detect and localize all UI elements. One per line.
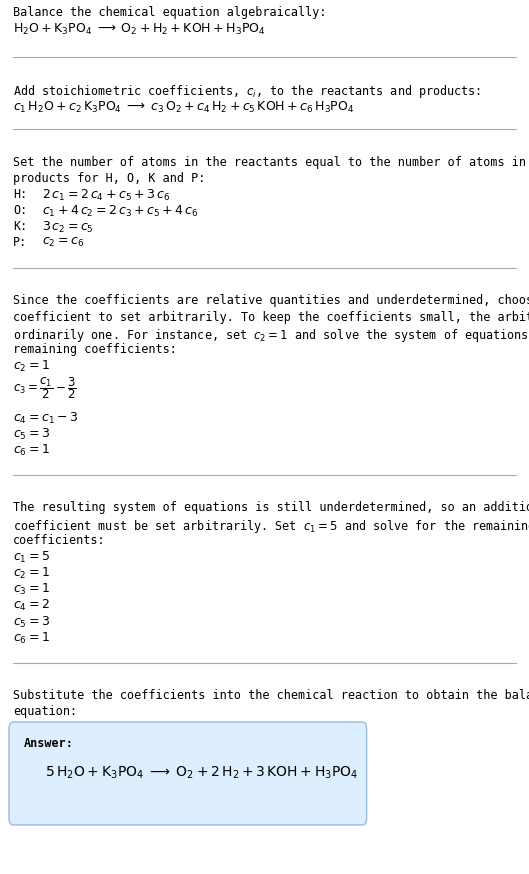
- Text: Balance the chemical equation algebraically:: Balance the chemical equation algebraica…: [13, 6, 327, 19]
- Text: $c_1\,\mathrm{H_2O} + c_2\,\mathrm{K_3PO_4} \;\longrightarrow\; c_3\,\mathrm{O_2: $c_1\,\mathrm{H_2O} + c_2\,\mathrm{K_3PO…: [13, 100, 354, 114]
- Text: O:: O:: [13, 204, 28, 217]
- Text: equation:: equation:: [13, 705, 77, 718]
- Text: $c_3 = 1$: $c_3 = 1$: [13, 582, 50, 597]
- Text: $c_1 + 4\,c_2 = 2\,c_3 + c_5 + 4\,c_6$: $c_1 + 4\,c_2 = 2\,c_3 + c_5 + 4\,c_6$: [42, 204, 199, 219]
- Text: $c_2 = 1$: $c_2 = 1$: [13, 566, 50, 581]
- Text: $c_4 = 2$: $c_4 = 2$: [13, 599, 50, 614]
- Text: Set the number of atoms in the reactants equal to the number of atoms in the: Set the number of atoms in the reactants…: [13, 156, 529, 169]
- Text: Add stoichiometric coefficients, $c_i$, to the reactants and products:: Add stoichiometric coefficients, $c_i$, …: [13, 83, 481, 101]
- Text: Substitute the coefficients into the chemical reaction to obtain the balanced: Substitute the coefficients into the che…: [13, 689, 529, 702]
- Text: $c_4 = c_1 - 3$: $c_4 = c_1 - 3$: [13, 411, 78, 426]
- Text: $c_2 = 1$: $c_2 = 1$: [13, 359, 50, 374]
- Text: $\mathrm{H_2O + K_3PO_4 \;\longrightarrow\; O_2 + H_2 + KOH + H_3PO_4}$: $\mathrm{H_2O + K_3PO_4 \;\longrightarro…: [13, 22, 266, 38]
- Text: coefficient must be set arbitrarily. Set $c_1 = 5$ and solve for the remaining: coefficient must be set arbitrarily. Set…: [13, 517, 529, 535]
- Text: Answer:: Answer:: [24, 737, 74, 750]
- Text: $c_6 = 1$: $c_6 = 1$: [13, 631, 50, 646]
- Text: $5\,\mathrm{H_2O} + \mathrm{K_3PO_4} \;\longrightarrow\; \mathrm{O_2} + 2\,\math: $5\,\mathrm{H_2O} + \mathrm{K_3PO_4} \;\…: [45, 765, 359, 781]
- Text: H:: H:: [13, 188, 28, 201]
- Text: P:: P:: [13, 236, 28, 249]
- Text: ordinarily one. For instance, set $c_2 = 1$ and solve the system of equations fo: ordinarily one. For instance, set $c_2 =…: [13, 327, 529, 343]
- Text: $c_3 = \dfrac{c_1}{2} - \dfrac{3}{2}$: $c_3 = \dfrac{c_1}{2} - \dfrac{3}{2}$: [13, 375, 77, 401]
- Text: $c_6 = 1$: $c_6 = 1$: [13, 443, 50, 458]
- Text: $c_1 = 5$: $c_1 = 5$: [13, 550, 50, 565]
- Text: remaining coefficients:: remaining coefficients:: [13, 343, 177, 356]
- Text: Since the coefficients are relative quantities and underdetermined, choose a: Since the coefficients are relative quan…: [13, 295, 529, 308]
- Text: coefficient to set arbitrarily. To keep the coefficients small, the arbitrary va: coefficient to set arbitrarily. To keep …: [13, 310, 529, 323]
- Text: $c_5 = 3$: $c_5 = 3$: [13, 427, 50, 442]
- Text: $c_5 = 3$: $c_5 = 3$: [13, 614, 50, 629]
- Text: coefficients:: coefficients:: [13, 534, 106, 547]
- FancyBboxPatch shape: [9, 722, 367, 825]
- Text: products for H, O, K and P:: products for H, O, K and P:: [13, 171, 206, 184]
- Text: $2\,c_1 = 2\,c_4 + c_5 + 3\,c_6$: $2\,c_1 = 2\,c_4 + c_5 + 3\,c_6$: [42, 188, 170, 203]
- Text: The resulting system of equations is still underdetermined, so an additional: The resulting system of equations is sti…: [13, 502, 529, 515]
- Text: $3\,c_2 = c_5$: $3\,c_2 = c_5$: [42, 220, 94, 235]
- Text: K:: K:: [13, 220, 28, 233]
- Text: $c_2 = c_6$: $c_2 = c_6$: [42, 236, 84, 249]
